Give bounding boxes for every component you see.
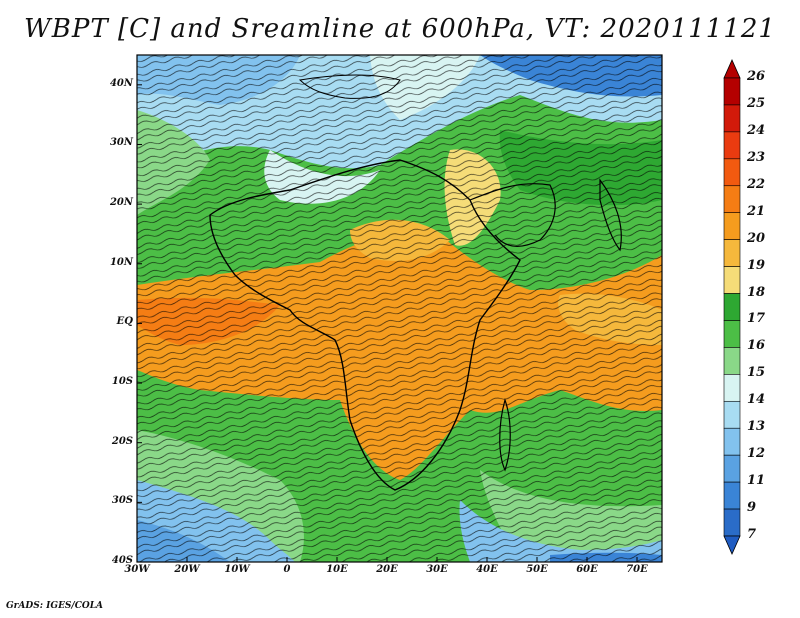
lon-label: 10W	[224, 564, 250, 575]
lon-label: 0	[283, 564, 291, 575]
lon-label: 20E	[376, 564, 398, 575]
colorbar-swatch	[723, 427, 741, 456]
lon-label: 40E	[476, 564, 498, 575]
colorbar-swatch	[723, 185, 741, 214]
colorbar-swatch	[723, 131, 741, 160]
colorbar-label: 12	[747, 446, 766, 462]
lat-label: 40N	[109, 77, 133, 89]
colorbar-swatch	[723, 239, 741, 267]
colorbar-swatch	[723, 454, 741, 483]
colorbar-label: 9	[747, 500, 757, 516]
lon-label: 30E	[426, 564, 448, 575]
lat-label: 30S	[111, 495, 133, 507]
colorbar-label: 17	[747, 311, 766, 327]
axis-ticks	[136, 84, 638, 563]
colorbar-swatch	[723, 266, 741, 294]
colorbar-label: 15	[747, 365, 766, 381]
colorbar-label: 26	[747, 69, 766, 84]
lat-label: 20S	[111, 435, 133, 447]
lat-label: 10N	[109, 256, 133, 268]
lon-label: 20W	[174, 564, 200, 575]
colorbar-label: 16	[747, 338, 766, 354]
colorbar-swatch	[723, 212, 741, 240]
colorbar-bottom-arrow	[723, 535, 741, 555]
colorbar-top-arrow	[723, 59, 741, 79]
colorbar-swatch	[723, 347, 741, 375]
colorbar-swatch	[723, 77, 741, 106]
lon-label: 10E	[326, 564, 348, 575]
colorbar-label: 21	[747, 203, 766, 219]
lon-label: 70E	[626, 564, 648, 575]
lat-label: 10S	[111, 376, 133, 388]
colorbar-label: 23	[747, 149, 766, 165]
grads-credit: GrADS: IGES/COLA	[6, 601, 104, 611]
lat-label: 20N	[109, 197, 133, 209]
lon-label: 30W	[124, 564, 150, 575]
colorbar-label: 13	[747, 419, 766, 435]
lon-label: 60E	[576, 564, 598, 575]
colorbar-swatch	[723, 400, 741, 429]
colorbar-swatch	[723, 508, 741, 537]
lat-label: 40S	[111, 555, 133, 566]
colorbar-label: 18	[747, 284, 766, 300]
colorbar-label: 24	[747, 122, 766, 138]
colorbar-swatch	[723, 293, 741, 321]
plot-frame	[136, 54, 663, 563]
colorbar-swatch	[723, 104, 741, 133]
colorbar-label: 22	[747, 176, 766, 192]
colorbar-label: 14	[747, 392, 766, 408]
wbpt-field	[137, 55, 662, 562]
colorbar-swatch	[723, 481, 741, 510]
map-title: WBPT [C] and Sreamline at 600hPa, VT: 20…	[24, 14, 776, 44]
colorbar-label: 19	[747, 257, 766, 273]
colorbar-label: 20	[747, 230, 766, 246]
colorbar-swatch	[723, 374, 741, 402]
lat-label: 30N	[109, 137, 133, 149]
colorbar-label: 7	[747, 527, 757, 542]
colorbar-label: 11	[747, 473, 766, 489]
colorbar-swatch	[723, 158, 741, 187]
colorbar-swatch	[723, 320, 741, 348]
colorbar	[723, 59, 741, 555]
colorbar-label: 25	[747, 95, 766, 111]
lon-label: 50E	[526, 564, 548, 575]
lat-label: EQ	[116, 316, 133, 328]
